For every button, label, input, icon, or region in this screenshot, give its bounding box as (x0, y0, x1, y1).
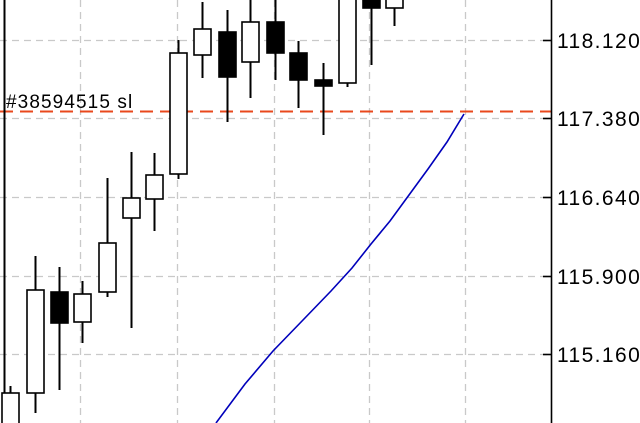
y-axis-label: 117.380 (557, 108, 640, 131)
y-axis-label: 115.160 (557, 344, 640, 367)
candle-body (193, 28, 212, 56)
candle-body (218, 31, 237, 78)
candle-body (266, 21, 285, 54)
candle-body (362, 0, 381, 9)
candle-body (289, 52, 308, 81)
candle-body (169, 52, 188, 175)
candle-body (314, 79, 333, 87)
y-axis-label: 115.900 (557, 266, 640, 289)
y-axis-label: 118.120 (557, 30, 640, 53)
candle-body (98, 242, 117, 293)
candle-body (338, 0, 357, 84)
candle-body (241, 21, 260, 63)
candle-body (122, 197, 141, 219)
y-axis-label: 116.640 (557, 187, 640, 210)
candle-body (385, 0, 404, 9)
candle-body (145, 174, 164, 200)
candle-body (73, 293, 92, 323)
candle-body (50, 291, 69, 324)
candle-body (1, 392, 20, 423)
candle-body (26, 289, 45, 394)
trendline[interactable] (215, 113, 465, 423)
stop-loss-label[interactable]: #38594515 sl (6, 92, 134, 113)
